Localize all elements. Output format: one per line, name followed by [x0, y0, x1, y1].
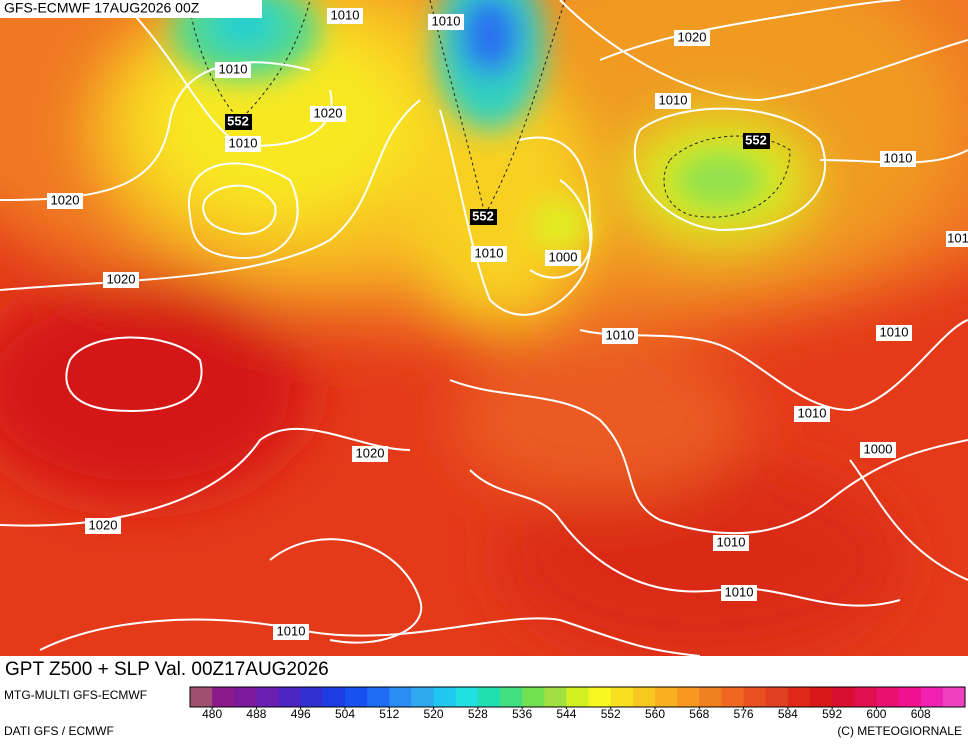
isobar-label: 1020: [314, 105, 343, 120]
colorbar: 480 488 496 504 512 520 528 536 544 552 560 568 576 5…: [189, 686, 966, 721]
isobar-label: 1010: [659, 92, 688, 107]
color-swatch: [322, 687, 346, 707]
colorbar-tick-label: 496: [291, 707, 311, 721]
isobar-label: 1020: [89, 517, 118, 532]
isobar-label: 1020: [51, 192, 80, 207]
color-swatch: [234, 687, 257, 707]
color-swatch: [500, 687, 523, 707]
map-title-box: [0, 656, 440, 684]
header-box: [0, 0, 262, 18]
colorbar-tick-label: 560: [645, 707, 665, 721]
colorbar-tick-label: 552: [601, 707, 621, 721]
isobar-label: 1010: [432, 13, 461, 28]
color-swatch: [632, 687, 656, 707]
color-swatch: [300, 687, 324, 707]
isobar-label: 1010: [880, 324, 909, 339]
data-source: DATI GFS / ECMWF: [4, 724, 114, 738]
color-swatch: [721, 687, 745, 707]
color-swatch: [190, 687, 213, 707]
color-swatch: [610, 687, 634, 707]
isobar-label: 1010: [798, 405, 827, 420]
isobar-label: 1020: [356, 445, 385, 460]
isobar-label: 1000: [864, 441, 893, 456]
copyright: (C) METEOGIORNALE: [837, 724, 962, 738]
colorbar-tick-label: 600: [866, 707, 886, 721]
isobar-label: 1010: [717, 534, 746, 549]
colorbar-tick-label: 536: [512, 707, 532, 721]
header-title: GFS-ECMWF 17AUG2026 00Z: [4, 0, 200, 16]
color-swatch: [765, 687, 789, 707]
color-swatch: [278, 687, 302, 707]
color-swatch: [876, 687, 900, 707]
colorbar-tick-label: 512: [379, 707, 399, 721]
colorbar-tick-label: 576: [734, 707, 754, 721]
colorbar-tick-label: 592: [822, 707, 842, 721]
color-swatch: [677, 687, 700, 707]
isobar-labels: 1010 1010 1020 1010 552 1020 1010 1010 5…: [47, 7, 968, 640]
isobar-label: 1010: [331, 7, 360, 22]
color-swatch: [411, 687, 435, 707]
color-swatch: [345, 687, 368, 707]
colorbar-tick-label: 584: [778, 707, 798, 721]
colorbar-tick-label: 504: [335, 707, 355, 721]
color-swatch: [522, 687, 545, 707]
map: 1010 1010 1020 1010 552 1020 1010 1010 5…: [0, 0, 968, 656]
color-swatch: [787, 687, 811, 707]
colorbar-tick-label: 608: [911, 707, 931, 721]
isobar-label: 1010: [277, 623, 306, 638]
color-swatch: [455, 687, 479, 707]
isobar-label: 1010: [219, 61, 248, 76]
color-swatch: [743, 687, 767, 707]
height-label: 552: [472, 208, 494, 223]
color-swatch: [854, 687, 877, 707]
color-swatch: [832, 687, 855, 707]
color-swatch: [588, 687, 612, 707]
isobar-label: 1010: [884, 150, 913, 165]
color-swatch: [544, 687, 567, 707]
color-swatch: [367, 687, 390, 707]
colorbar-frame: [189, 686, 966, 708]
colorbar-tick-label: 480: [202, 707, 222, 721]
color-swatch: [699, 687, 722, 707]
isobar-label: 1010: [475, 245, 504, 260]
color-swatch: [655, 687, 678, 707]
color-swatch: [433, 687, 457, 707]
color-swatch: [212, 687, 235, 707]
isobar-label: 1000: [549, 249, 578, 264]
color-swatch: [566, 687, 590, 707]
color-swatch: [389, 687, 412, 707]
color-swatch: [920, 687, 944, 707]
color-swatch: [256, 687, 280, 707]
isobar-label: 1010: [229, 135, 258, 150]
color-swatch: [477, 687, 501, 707]
height-label: 552: [745, 132, 767, 147]
colorbar-tick-label: 568: [689, 707, 709, 721]
isobar-label: 1010: [606, 327, 635, 342]
isobar-label: 101: [947, 230, 968, 245]
colorbar-tick-label: 528: [468, 707, 488, 721]
color-swatch: [898, 687, 922, 707]
colorbar-tick-label: 520: [424, 707, 444, 721]
legend-source: MTG-MULTI GFS-ECMWF: [4, 688, 147, 702]
isobar-label: 1020: [107, 271, 136, 286]
colorbar-tick-label: 488: [246, 707, 266, 721]
colorbar-tick-label: 544: [556, 707, 576, 721]
color-swatch: [810, 687, 833, 707]
height-label: 552: [227, 113, 249, 128]
isobar-label: 1020: [678, 29, 707, 44]
isobar-label: 1010: [725, 584, 754, 599]
map-title: GPT Z500 + SLP Val. 00Z17AUG2026: [5, 659, 329, 680]
color-swatch: [942, 687, 966, 707]
